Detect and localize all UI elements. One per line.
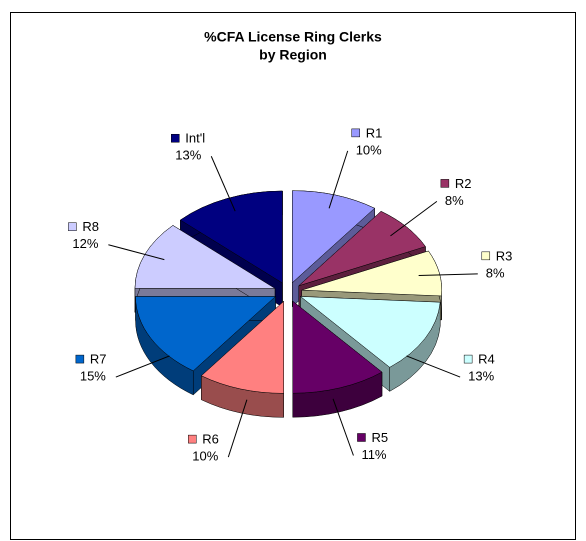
legend-key — [68, 222, 77, 231]
legend-key — [75, 354, 85, 364]
slice-label: R5 — [371, 430, 388, 445]
legend-key — [440, 179, 450, 188]
slice-label: R8 — [82, 219, 99, 234]
leader-line — [390, 200, 438, 237]
leader-line — [328, 150, 349, 209]
slice-value-label: 12% — [72, 236, 98, 251]
leader-line — [227, 399, 248, 458]
slice-value-label: 15% — [80, 369, 106, 384]
slice-value-label: 8% — [486, 265, 505, 280]
slice-label: R4 — [478, 352, 495, 367]
legend-key — [463, 354, 473, 364]
leader-line — [418, 273, 478, 277]
slice-value-label: 8% — [445, 193, 464, 208]
pie-slice — [200, 300, 284, 418]
pie-slice — [292, 300, 383, 418]
slice-value-label: 10% — [356, 142, 382, 157]
slice-value-label: 13% — [468, 369, 494, 384]
slice-top — [292, 190, 376, 284]
legend-key — [481, 251, 491, 261]
slice-top — [292, 300, 383, 394]
slice-value-label: 10% — [192, 449, 218, 464]
chart-title: %CFA License Ring Clerks — [204, 29, 382, 45]
slice-top — [200, 300, 284, 394]
slice-value-label: 13% — [175, 148, 201, 163]
slice-label: Int'l — [185, 131, 205, 146]
slice-label: R3 — [496, 248, 513, 263]
slice-top — [299, 296, 441, 368]
slice-top — [179, 190, 283, 284]
legend-key — [351, 128, 360, 138]
slice-label: R1 — [366, 125, 383, 140]
slice-top — [298, 211, 426, 286]
leader-line — [115, 355, 170, 378]
slice-value-label: 11% — [361, 447, 386, 462]
slice-top — [135, 296, 277, 372]
slice-label: R7 — [90, 352, 107, 367]
legend-key — [171, 133, 180, 143]
leader-line — [210, 156, 236, 212]
slice-top — [301, 250, 443, 297]
leader-line — [332, 398, 354, 456]
leader-line — [108, 244, 165, 261]
slice-label: R6 — [202, 432, 219, 447]
leader-line — [406, 355, 461, 378]
chart-title: by Region — [259, 47, 327, 63]
legend-key — [357, 433, 366, 442]
legend-key — [188, 434, 197, 444]
slice-label: R2 — [455, 176, 472, 191]
